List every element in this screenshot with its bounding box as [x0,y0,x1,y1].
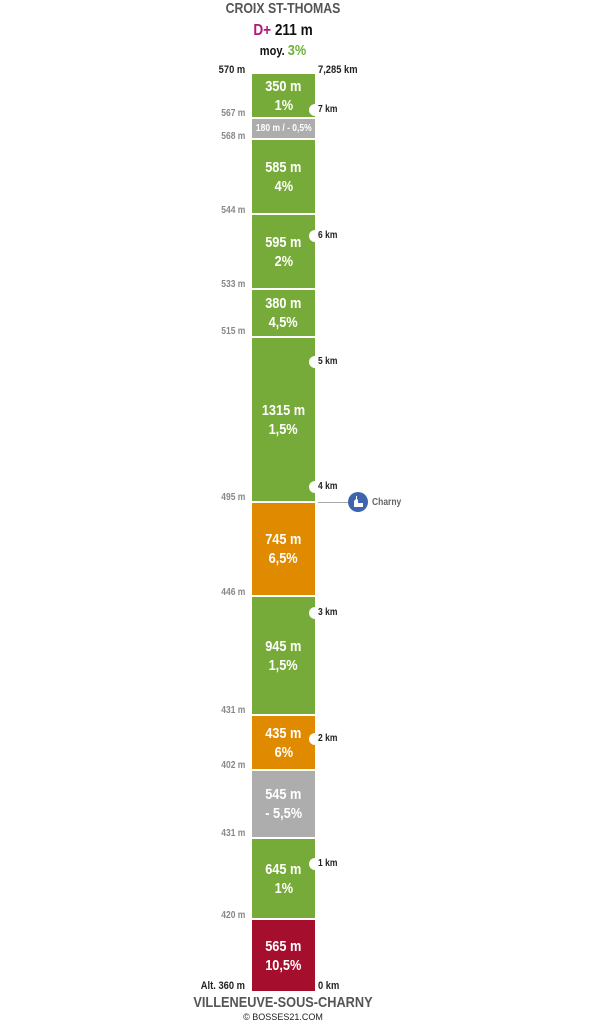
altitude-label: 446 m [220,587,245,598]
segment-length: 745 m [265,531,302,548]
km-marker: 1 km [318,858,338,869]
segment-length: 945 m [265,637,302,655]
segment-10: 545 m - 5,5% [252,771,315,839]
segment-length: 435 m [265,724,302,742]
km-notch [309,607,321,619]
segment-length: 180 m / - 0,5% [255,122,312,134]
altitude-label: 533 m [220,279,245,290]
segment-1: 350 m 1% [252,74,315,119]
segment-length: 565 m [265,937,302,955]
segment-grade: 1,5% [268,656,299,674]
altitude-label: 544 m [220,205,245,216]
km-notch [309,858,321,870]
average-grade: moy. 3% [42,42,523,59]
altitude-label: 515 m [220,326,245,337]
avg-label: moy. [259,43,285,58]
segment-8: 945 m 1,5% [252,597,315,716]
segment-length: 1315 m [261,401,306,419]
altitude-label: 431 m [220,828,245,839]
segment-length: 380 m [265,295,302,312]
km-marker: 2 km [318,733,338,744]
summit-name: CROIX ST-THOMAS [225,0,341,17]
segment-grade: - 5,5% [265,805,302,822]
altitude-label: 431 m [220,705,245,716]
start-name: VILLENEUVE-SOUS-CHARNY [193,994,373,1011]
poi-label: Charny [372,497,402,508]
segment-3: 585 m 4% [252,140,315,215]
km-notch [309,481,321,493]
km-marker: 0 km [318,980,340,992]
altitude-label: 495 m [220,492,245,503]
segment-grade: 10,5% [265,956,302,974]
church-icon [348,492,368,512]
km-marker: 6 km [318,230,338,241]
segment-grade: 6,5% [268,550,299,567]
km-marker: 3 km [318,607,338,618]
altitude-label: 402 m [220,760,245,771]
segment-12: 565 m 10,5% [252,920,315,991]
altitude-label: 568 m [220,131,245,142]
km-marker: 5 km [318,356,338,367]
copyright: © BOSSES21.COM [243,1012,323,1022]
segment-grade: 6% [274,743,293,761]
km-marker: 7 km [318,104,338,115]
segment-7: 745 m 6,5% [252,503,315,597]
segment-6: 1315 m 1,5% [252,338,315,503]
segment-5: 380 m 4,5% [252,290,315,338]
km-marker: 7,285 km [318,64,358,76]
km-notch [309,104,321,116]
altitude-label: 567 m [220,108,245,119]
segment-length: 545 m [265,786,302,803]
segment-grade: 4% [274,177,293,195]
km-notch [309,733,321,745]
segment-length: 585 m [265,158,302,176]
altitude-label: 570 m [218,64,245,76]
dplus-label: D+ [253,22,272,39]
segment-9: 435 m 6% [252,716,315,771]
segment-grade: 4,5% [268,314,299,331]
segment-4: 595 m 2% [252,215,315,290]
altitude-label: Alt. 360 m [200,980,245,992]
altitude-label: 420 m [220,910,245,921]
segment-grade: 1,5% [268,420,299,438]
segment-length: 350 m [265,77,302,95]
avg-value: 3% [287,42,307,59]
km-notch [309,356,321,368]
poi-leader-line [318,502,350,503]
segment-grade: 1% [274,879,293,897]
dplus-value: 211 m [274,22,313,39]
segment-length: 645 m [265,860,302,878]
segment-grade: 2% [274,252,293,270]
segment-grade: 1% [274,96,293,114]
km-notch [309,230,321,242]
segment-11: 645 m 1% [252,839,315,920]
km-marker: 4 km [318,481,338,492]
segment-2: 180 m / - 0,5% [252,119,315,140]
elevation-gain: D+ 211 m [42,22,523,40]
segment-length: 595 m [265,233,302,251]
